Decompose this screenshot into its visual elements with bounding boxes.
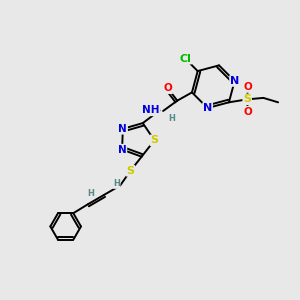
- Text: N: N: [118, 124, 127, 134]
- Text: N: N: [230, 76, 239, 86]
- Text: Cl: Cl: [179, 54, 191, 64]
- Text: H: H: [168, 114, 175, 123]
- Text: O: O: [243, 82, 252, 92]
- Text: S: S: [126, 166, 134, 176]
- Text: O: O: [164, 83, 172, 93]
- Text: NH: NH: [142, 105, 160, 116]
- Text: S: S: [150, 135, 158, 145]
- Text: H: H: [87, 189, 94, 198]
- Text: N: N: [118, 145, 127, 154]
- Text: N: N: [203, 103, 212, 113]
- Text: S: S: [243, 94, 251, 104]
- Text: O: O: [243, 107, 252, 117]
- Text: H: H: [113, 179, 120, 188]
